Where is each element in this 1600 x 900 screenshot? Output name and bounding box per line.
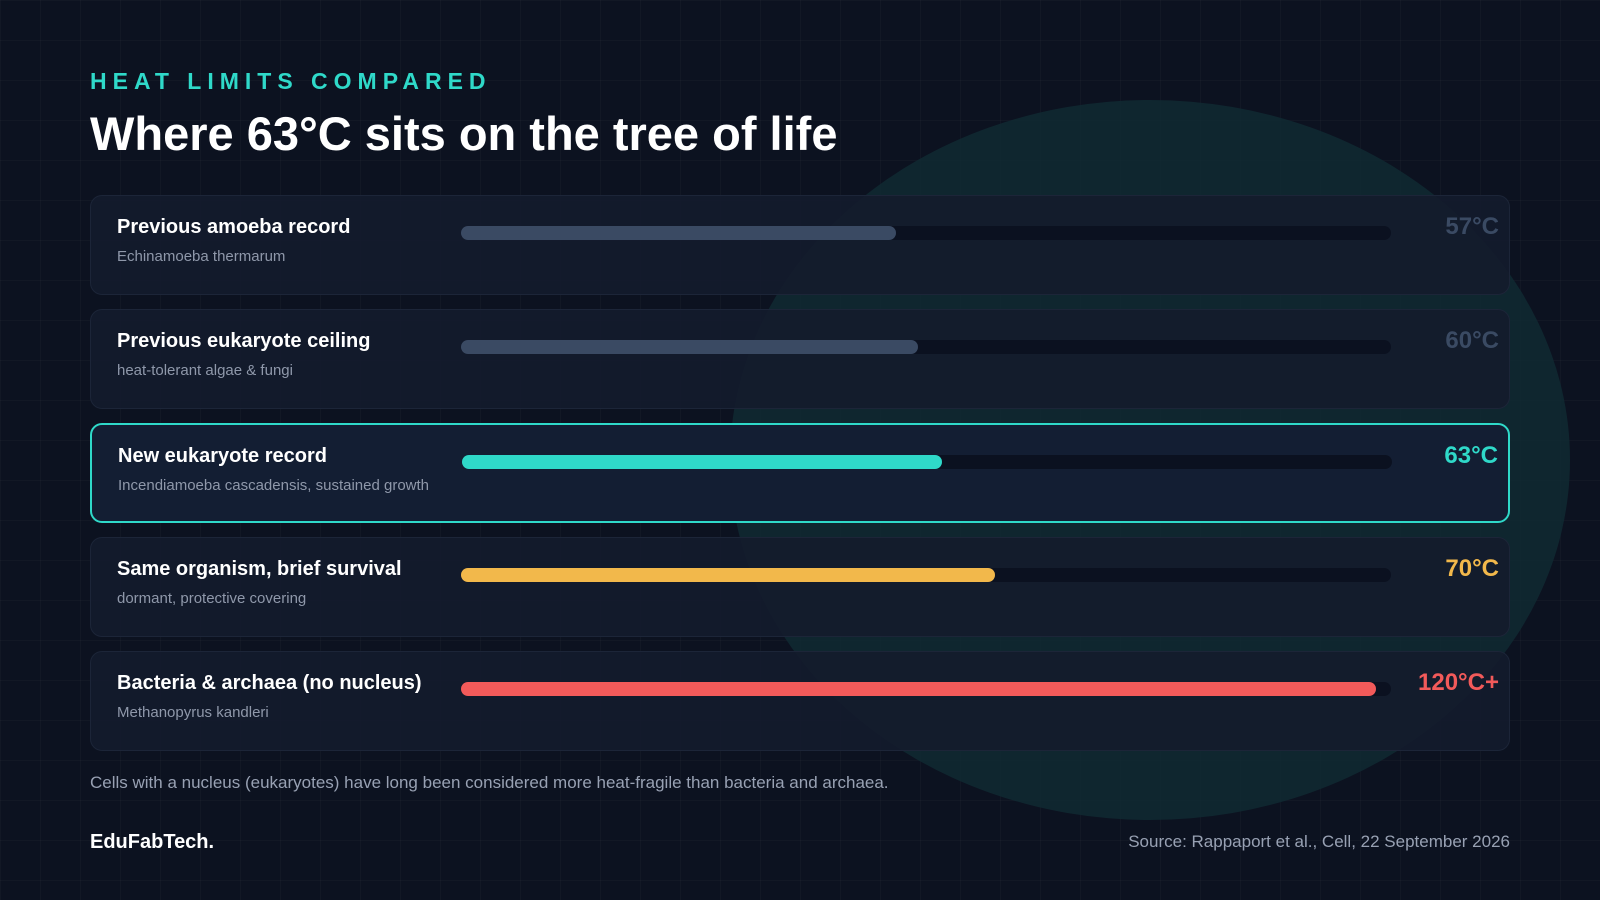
row-label: Same organism, brief survival	[117, 558, 402, 580]
bar	[461, 568, 995, 582]
value-label: 57°C	[1445, 213, 1499, 240]
value-label: 70°C	[1445, 555, 1499, 582]
row-label: Previous eukaryote ceiling	[117, 330, 371, 352]
bar-chart: Previous amoeba record Echinamoeba therma…	[90, 195, 1510, 765]
source-citation: Source: Rappaport et al., Cell, 22 Septe…	[1128, 832, 1510, 851]
chart-row: Same organism, brief survival dormant, pr…	[90, 537, 1510, 637]
value-label: 120°C+	[1418, 669, 1499, 696]
row-sublabel: Methanopyrus kandleri	[117, 704, 269, 721]
bar-track	[462, 455, 1392, 469]
row-sublabel: dormant, protective covering	[117, 590, 307, 607]
row-label: Previous amoeba record	[117, 216, 351, 238]
eyebrow-label: HEAT LIMITS COMPARED	[90, 68, 492, 94]
row-label: New eukaryote record	[118, 445, 327, 467]
bar	[461, 340, 918, 354]
value-label: 63°C	[1444, 442, 1498, 469]
row-sublabel: heat-tolerant algae & fungi	[117, 362, 293, 379]
bar-track	[461, 682, 1391, 696]
chart-row: Previous eukaryote ceiling heat-tolerant …	[90, 309, 1510, 409]
bar-track	[461, 226, 1391, 240]
footnote: Cells with a nucleus (eukaryotes) have l…	[90, 773, 889, 792]
page-title: Where 63°C sits on the tree of life	[90, 107, 838, 160]
bar	[461, 682, 1376, 696]
brand-logo: EduFabTech.	[90, 831, 215, 853]
bar-track	[461, 340, 1391, 354]
chart-row: Bacteria & archaea (no nucleus) Methanopy…	[90, 651, 1510, 751]
row-sublabel: Incendiamoeba cascadensis, sustained gro…	[118, 477, 430, 494]
bar	[461, 226, 896, 240]
chart-row: New eukaryote record Incendiamoeba cascad…	[90, 423, 1510, 523]
bar-track	[461, 568, 1391, 582]
row-sublabel: Echinamoeba thermarum	[117, 248, 286, 265]
row-label: Bacteria & archaea (no nucleus)	[117, 672, 422, 694]
bar	[462, 455, 942, 469]
chart-row: Previous amoeba record Echinamoeba therma…	[90, 195, 1510, 295]
value-label: 60°C	[1445, 327, 1499, 354]
